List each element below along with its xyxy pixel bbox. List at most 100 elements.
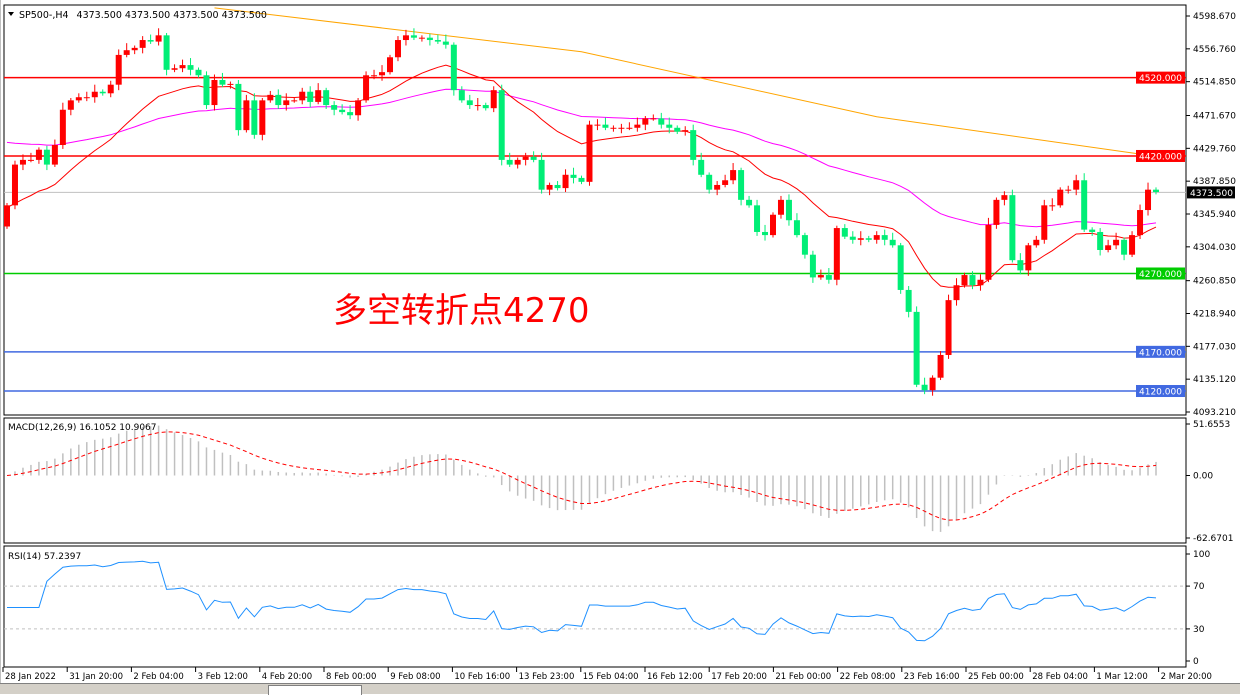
candle: [1137, 204, 1144, 240]
candle: [379, 65, 386, 81]
candle: [762, 224, 769, 241]
candle: [51, 139, 58, 167]
candle: [147, 34, 154, 44]
price-tick-label: 4304.030: [1193, 243, 1236, 253]
candle-body: [490, 90, 497, 109]
candle-body: [881, 235, 888, 240]
candle: [881, 229, 888, 246]
candle: [155, 28, 162, 46]
candle: [985, 217, 992, 283]
candle-body: [730, 170, 737, 181]
time-tick-label: 21 Feb 00:00: [775, 672, 831, 682]
candle: [945, 294, 952, 359]
candle: [227, 81, 234, 89]
candle-body: [889, 239, 896, 246]
candle-body: [307, 91, 314, 102]
rsi-pane: [3, 545, 1187, 668]
candle-body: [442, 41, 449, 45]
candle: [1081, 173, 1088, 232]
dropdown-triangle-icon: [8, 12, 14, 16]
rsi-title: RSI(14) 57.2397: [8, 552, 81, 562]
rsi-tick-label: 0: [1193, 657, 1199, 667]
candle: [865, 235, 872, 243]
candle: [785, 194, 792, 226]
candle: [482, 102, 489, 111]
candle: [610, 125, 617, 132]
candle: [179, 59, 186, 73]
candle: [115, 49, 122, 91]
candle: [283, 93, 290, 111]
candle-body: [115, 54, 122, 85]
candle-body: [267, 94, 274, 101]
macd-tick-label: 51.6553: [1193, 420, 1230, 430]
candle-body: [993, 199, 1000, 225]
chart-tab[interactable]: [268, 685, 362, 695]
candle: [43, 145, 50, 171]
candle-body: [179, 65, 186, 69]
candle: [698, 152, 705, 178]
time-tick-label: 23 Feb 16:00: [904, 672, 960, 682]
time-tick-label: 15 Feb 04:00: [583, 672, 639, 682]
candle-body: [123, 50, 130, 55]
candle: [19, 154, 26, 171]
time-tick-label: 25 Feb 00:00: [968, 672, 1024, 682]
candle: [27, 152, 34, 163]
candle-body: [51, 145, 58, 165]
candle: [1129, 231, 1136, 258]
candle-body: [474, 105, 481, 107]
candle-body: [777, 199, 784, 215]
candle: [307, 86, 314, 108]
candle: [1049, 198, 1056, 211]
candle: [35, 147, 42, 164]
candle: [171, 64, 178, 73]
candle-body: [1129, 235, 1136, 255]
candle-body: [977, 279, 984, 286]
candle-body: [107, 84, 114, 94]
time-tick-label: 28 Feb 04:00: [1032, 672, 1088, 682]
candle: [331, 101, 338, 116]
candle-body: [594, 124, 601, 126]
candle-body: [371, 75, 378, 77]
candle: [498, 84, 505, 166]
rsi-tick-label: 100: [1193, 550, 1210, 560]
candle: [394, 36, 401, 62]
candle-body: [1009, 195, 1016, 261]
candle-body: [698, 159, 705, 175]
price-tick-label: 4514.850: [1193, 78, 1236, 88]
candle: [746, 195, 753, 208]
candle-body: [522, 156, 529, 160]
candle: [570, 167, 577, 184]
candle: [578, 175, 585, 185]
candle-body: [538, 159, 545, 190]
candle: [1145, 182, 1152, 216]
candle-body: [1081, 180, 1088, 230]
candle-body: [235, 83, 242, 131]
candle: [259, 98, 266, 141]
candle-body: [163, 35, 170, 70]
candle-body: [554, 184, 561, 189]
candle-body: [770, 214, 776, 236]
price-tick-label: 4093.210: [1193, 408, 1236, 418]
candle: [123, 43, 130, 58]
candle: [849, 231, 856, 244]
candle-body: [897, 245, 904, 290]
candle-body: [873, 235, 880, 240]
candle: [4, 202, 10, 229]
price-tick-label: 4556.760: [1193, 45, 1236, 55]
macd-signal-line: [6, 431, 1157, 521]
candle-body: [865, 238, 872, 240]
candle-body: [666, 124, 673, 128]
candle: [562, 169, 569, 193]
candle-body: [387, 57, 393, 73]
candle-body: [618, 127, 625, 129]
candle: [722, 174, 729, 188]
candle: [1025, 242, 1032, 276]
candle: [506, 152, 513, 167]
time-tick-label: 13 Feb 23:00: [519, 672, 575, 682]
candle: [1057, 187, 1064, 208]
candle: [889, 232, 896, 248]
time-tick-label: 2 Mar 20:00: [1161, 672, 1212, 682]
time-tick-label: 10 Feb 16:00: [454, 672, 510, 682]
candle-body: [1033, 239, 1040, 246]
